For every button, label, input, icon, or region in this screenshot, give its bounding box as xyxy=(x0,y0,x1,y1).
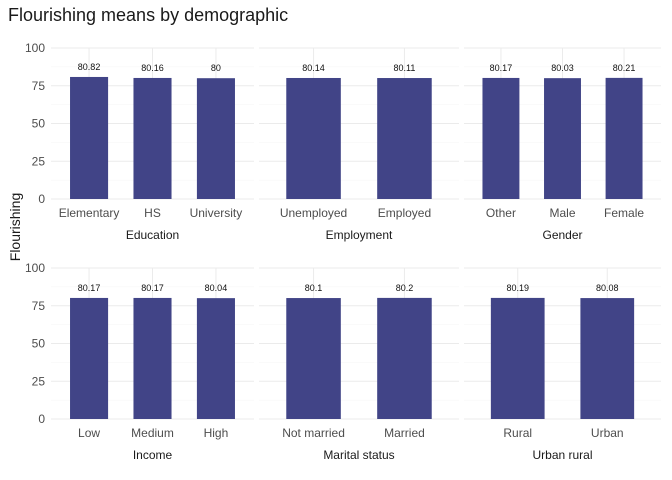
bar-income-1 xyxy=(133,297,172,419)
x-tick-label: University xyxy=(190,206,243,220)
data-label: 80.82 xyxy=(78,62,101,72)
bar-marital-status-1 xyxy=(377,297,432,419)
x-tick-label: High xyxy=(204,426,229,440)
data-label: 80.03 xyxy=(551,63,574,73)
bar-gender-1 xyxy=(544,78,581,199)
bar-education-1 xyxy=(133,77,172,199)
x-tick-label: Not married xyxy=(282,426,345,440)
y-tick-label: 100 xyxy=(25,41,45,55)
data-label: 80.1 xyxy=(305,283,323,293)
bar-employment-1 xyxy=(377,78,432,199)
data-label: 80.16 xyxy=(141,63,164,73)
x-tick-label: Male xyxy=(549,206,575,220)
data-label: 80.2 xyxy=(396,283,414,293)
y-tick-label: 50 xyxy=(32,117,46,131)
bar-employment-0 xyxy=(286,77,341,199)
data-label: 80.21 xyxy=(613,63,636,73)
facet-title-income: Income xyxy=(133,448,173,462)
data-label: 80.17 xyxy=(141,283,164,293)
y-tick-label: 25 xyxy=(32,154,46,168)
data-label: 80.19 xyxy=(506,283,529,293)
facet-title-education: Education xyxy=(126,228,179,242)
bar-gender-0 xyxy=(482,77,520,199)
bar-gender-2 xyxy=(605,77,643,199)
x-tick-label: Medium xyxy=(131,426,174,440)
facet-title-urban-rural: Urban rural xyxy=(532,448,592,462)
y-tick-label: 75 xyxy=(32,79,46,93)
data-label: 80 xyxy=(211,63,221,73)
x-tick-label: Urban xyxy=(591,426,624,440)
bar-education-0 xyxy=(70,76,109,199)
x-tick-label: Married xyxy=(384,426,425,440)
data-label: 80.08 xyxy=(596,283,619,293)
data-label: 80.14 xyxy=(302,63,325,73)
y-tick-label: 25 xyxy=(32,374,46,388)
x-tick-label: Other xyxy=(486,206,516,220)
bar-income-0 xyxy=(70,297,109,419)
data-label: 80.17 xyxy=(490,63,513,73)
chart-title: Flourishing means by demographic xyxy=(8,5,289,25)
y-axis-title: Flourishing xyxy=(7,193,23,261)
data-label: 80.11 xyxy=(394,63,416,73)
bar-income-2 xyxy=(196,298,235,419)
x-tick-label: Unemployed xyxy=(280,206,347,220)
y-tick-label: 0 xyxy=(38,412,45,426)
y-tick-label: 100 xyxy=(25,261,45,275)
y-tick-label: 75 xyxy=(32,299,46,313)
x-tick-label: Employed xyxy=(378,206,431,220)
facet-title-marital-status: Marital status xyxy=(323,448,394,462)
x-tick-label: Elementary xyxy=(59,206,120,220)
bar-education-2 xyxy=(196,78,235,199)
bar-urban-rural-1 xyxy=(580,298,635,419)
y-tick-label: 50 xyxy=(32,337,46,351)
facet-title-employment: Employment xyxy=(326,228,393,242)
x-tick-label: HS xyxy=(144,206,161,220)
x-tick-label: Low xyxy=(78,426,100,440)
x-tick-label: Female xyxy=(604,206,644,220)
x-tick-label: Rural xyxy=(503,426,532,440)
facet-title-gender: Gender xyxy=(542,228,582,242)
bar-urban-rural-0 xyxy=(490,297,545,419)
bar-marital-status-0 xyxy=(286,298,341,419)
y-tick-label: 0 xyxy=(38,192,45,206)
data-label: 80.04 xyxy=(205,283,228,293)
data-label: 80.17 xyxy=(78,283,101,293)
